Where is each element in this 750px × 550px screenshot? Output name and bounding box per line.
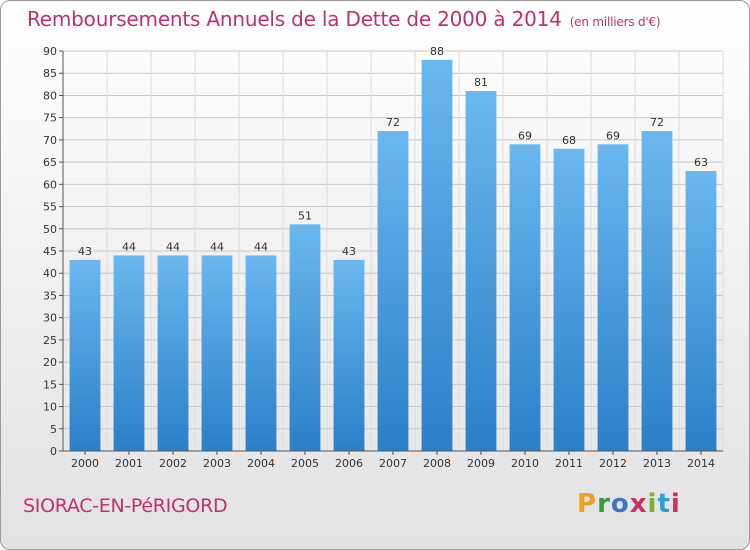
bar-2000 — [69, 259, 101, 451]
value-label-2007: 72 — [386, 116, 400, 129]
bar-2008 — [421, 59, 453, 452]
bar-2012 — [597, 144, 629, 452]
value-label-2011: 68 — [562, 134, 576, 147]
x-tick-label-2003: 2003 — [203, 457, 231, 470]
x-tick-label-2001: 2001 — [115, 457, 143, 470]
bar-2013 — [641, 131, 673, 451]
bar-2006 — [333, 259, 365, 451]
chart-unit: (en milliers d'€) — [569, 15, 661, 29]
bar-2003 — [201, 255, 233, 451]
value-label-2013: 72 — [650, 116, 664, 129]
bar-2011 — [553, 148, 585, 451]
bar-2009 — [465, 91, 497, 451]
x-tick-label-2004: 2004 — [247, 457, 275, 470]
y-tick-label: 45 — [43, 245, 57, 258]
logo-letter: r — [597, 489, 611, 519]
x-tick-label-2002: 2002 — [159, 457, 187, 470]
y-tick-label: 30 — [43, 312, 57, 325]
x-tick-label-2011: 2011 — [555, 457, 583, 470]
y-tick-label: 60 — [43, 178, 57, 191]
chart-title-text: Remboursements Annuels de la Dette de 20… — [27, 7, 562, 31]
x-tick-label-2008: 2008 — [423, 457, 451, 470]
proxiti-logo: Proxiti — [577, 489, 681, 519]
y-tick-label: 40 — [43, 267, 57, 280]
logo-letter: x — [629, 489, 648, 519]
value-label-2008: 88 — [430, 45, 444, 58]
x-tick-label-2007: 2007 — [379, 457, 407, 470]
x-tick-label-2013: 2013 — [643, 457, 671, 470]
y-tick-label: 80 — [43, 89, 57, 102]
commune-name: SIORAC-EN-PéRIGORD — [23, 495, 228, 517]
y-tick-label: 65 — [43, 156, 57, 169]
chart-title: Remboursements Annuels de la Dette de 20… — [27, 7, 661, 31]
y-tick-label: 50 — [43, 223, 57, 236]
value-label-2000: 43 — [78, 245, 92, 258]
value-label-2003: 44 — [210, 240, 224, 253]
x-tick-label-2012: 2012 — [599, 457, 627, 470]
y-tick-label: 70 — [43, 134, 57, 147]
bar-2001 — [113, 255, 145, 451]
y-tick-label: 0 — [50, 445, 57, 458]
y-tick-label: 35 — [43, 289, 57, 302]
value-label-2010: 69 — [518, 129, 532, 142]
value-label-2009: 81 — [474, 76, 488, 89]
value-label-2012: 69 — [606, 129, 620, 142]
logo-letter: t — [657, 489, 671, 519]
y-tick-label: 5 — [50, 423, 57, 436]
y-tick-label: 75 — [43, 112, 57, 125]
logo-letter: o — [610, 489, 630, 519]
y-tick-label: 85 — [43, 67, 57, 80]
value-label-2004: 44 — [254, 240, 268, 253]
logo-letter: i — [670, 489, 681, 519]
x-tick-label-2009: 2009 — [467, 457, 495, 470]
logo-letter: P — [577, 489, 598, 519]
y-tick-label: 55 — [43, 201, 57, 214]
x-tick-label-2006: 2006 — [335, 457, 363, 470]
bar-2010 — [509, 144, 541, 452]
y-tick-label: 20 — [43, 356, 57, 369]
x-tick-label-2005: 2005 — [291, 457, 319, 470]
y-tick-label: 90 — [43, 45, 57, 58]
bar-2004 — [245, 255, 277, 451]
y-tick-label: 10 — [43, 401, 57, 414]
y-tick-label: 25 — [43, 334, 57, 347]
value-label-2001: 44 — [122, 240, 136, 253]
x-tick-label-2010: 2010 — [511, 457, 539, 470]
x-tick-label-2000: 2000 — [71, 457, 99, 470]
x-tick-label-2014: 2014 — [687, 457, 715, 470]
y-tick-label: 15 — [43, 378, 57, 391]
value-label-2002: 44 — [166, 240, 180, 253]
logo-letter: i — [647, 489, 658, 519]
bar-2014 — [685, 171, 717, 451]
value-label-2006: 43 — [342, 245, 356, 258]
value-label-2005: 51 — [298, 209, 312, 222]
bar-2002 — [157, 255, 189, 451]
value-label-2014: 63 — [694, 156, 708, 169]
bar-2007 — [377, 131, 409, 451]
bar-2005 — [289, 224, 321, 451]
